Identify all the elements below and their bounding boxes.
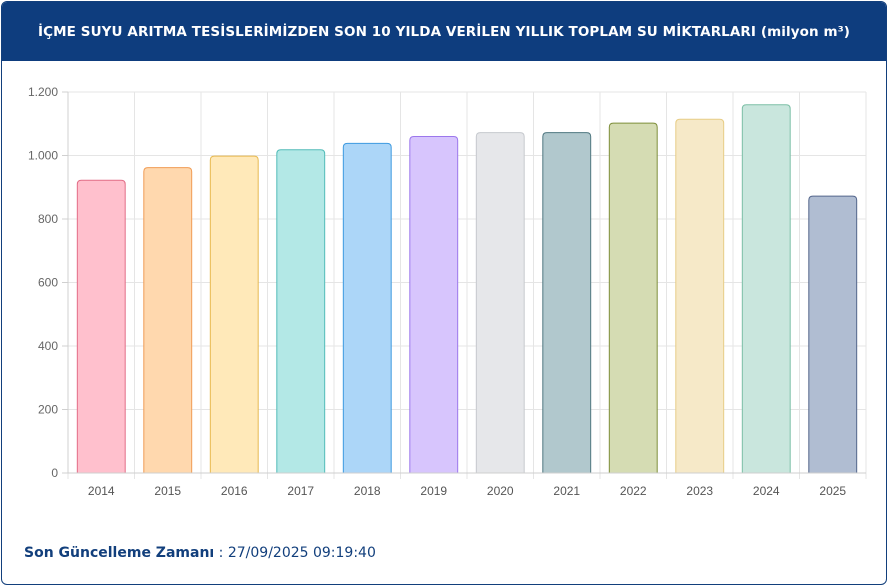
x-tick-label: 2019	[420, 484, 447, 498]
bar-2025[interactable]	[808, 195, 858, 474]
bars	[76, 104, 858, 474]
x-tick-label: 2016	[221, 484, 248, 498]
last-update-separator: :	[214, 545, 228, 561]
x-tick-label: 2024	[753, 484, 780, 498]
x-tick-label: 2025	[819, 484, 846, 498]
y-tick-label: 400	[38, 339, 58, 353]
y-axis: 0 200 400 600 800 1.000 1.200	[28, 85, 69, 480]
bar-2016[interactable]	[209, 155, 259, 474]
bar-2020[interactable]	[475, 132, 525, 474]
y-tick-label: 600	[38, 276, 58, 290]
last-update-timestamp: 27/09/2025 09:19:40	[227, 545, 376, 561]
grid-lines	[67, 91, 867, 479]
x-tick-label: 2017	[287, 484, 314, 498]
x-tick-label: 2018	[354, 484, 381, 498]
bar-2018[interactable]	[342, 142, 392, 474]
x-tick-label: 2014	[88, 484, 115, 498]
bar-2019[interactable]	[409, 135, 459, 474]
y-tick-label: 1.200	[28, 85, 58, 99]
bar-2014[interactable]	[76, 179, 126, 474]
bar-2015[interactable]	[143, 167, 193, 474]
bar-2023[interactable]	[675, 118, 725, 474]
y-tick-label: 200	[38, 403, 58, 417]
y-tick-label: 0	[51, 466, 58, 480]
bar-chart: 0 200 400 600 800 1.000 1.200 2014 2015 2016 2017…	[28, 85, 867, 498]
last-update-label: Son Güncelleme Zamanı	[24, 545, 215, 561]
bar-2022[interactable]	[608, 122, 658, 474]
y-tick-label: 800	[38, 212, 58, 226]
x-tick-label: 2021	[553, 484, 580, 498]
bar-2024[interactable]	[741, 104, 791, 474]
x-tick-label: 2023	[686, 484, 713, 498]
last-update: Son Güncelleme Zamanı : 27/09/2025 09:19…	[24, 545, 376, 561]
y-tick-label: 1.000	[28, 149, 58, 163]
x-tick-label: 2015	[154, 484, 181, 498]
bar-2021[interactable]	[542, 132, 592, 474]
x-tick-label: 2022	[620, 484, 647, 498]
chart-title: İÇME SUYU ARITMA TESİSLERİMİZDEN SON 10 …	[38, 23, 850, 40]
chart-header: İÇME SUYU ARITMA TESİSLERİMİZDEN SON 10 …	[2, 2, 886, 61]
chart-area: 0 200 400 600 800 1.000 1.200 2014 2015 2016 2017…	[2, 62, 886, 522]
x-tick-label: 2020	[487, 484, 514, 498]
x-axis: 2014 2015 2016 2017 2018 2019 2020 2021 2022 2023…	[68, 472, 866, 498]
bar-2017[interactable]	[276, 149, 326, 474]
